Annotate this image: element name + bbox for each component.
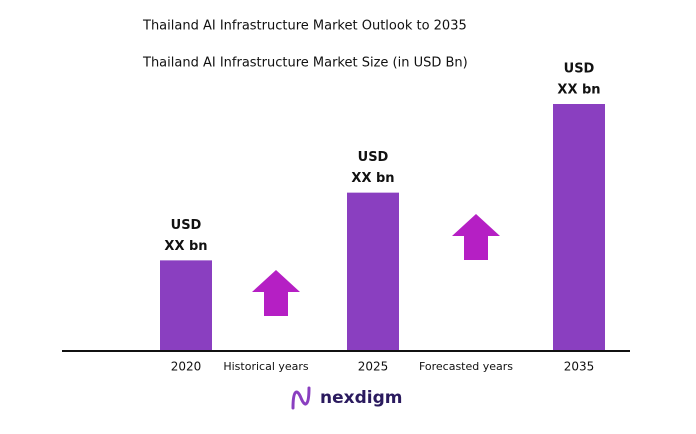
- bar-label: XX bn: [557, 83, 600, 98]
- chart-subtitle: Thailand AI Infrastructure Market Size (…: [142, 56, 468, 71]
- arrow: [252, 270, 300, 316]
- bar-label: USD: [564, 62, 595, 77]
- bar: [160, 260, 212, 350]
- arrow: [452, 214, 500, 260]
- bar-label: XX bn: [164, 239, 207, 254]
- logo-icon: [291, 386, 311, 410]
- bar-label: USD: [358, 150, 389, 165]
- x-tick-label: 2025: [358, 360, 389, 374]
- bar-label: USD: [171, 218, 202, 233]
- chart-title: Thailand AI Infrastructure Market Outloo…: [142, 19, 467, 34]
- bar: [553, 104, 605, 350]
- logo-text: nexdigm: [320, 388, 402, 408]
- bar: [347, 192, 399, 350]
- period-label: Historical years: [223, 360, 309, 373]
- period-label: Forecasted years: [419, 360, 513, 373]
- x-tick-label: 2020: [171, 360, 202, 374]
- x-tick-label: 2035: [564, 360, 595, 374]
- bar-label: XX bn: [351, 171, 394, 186]
